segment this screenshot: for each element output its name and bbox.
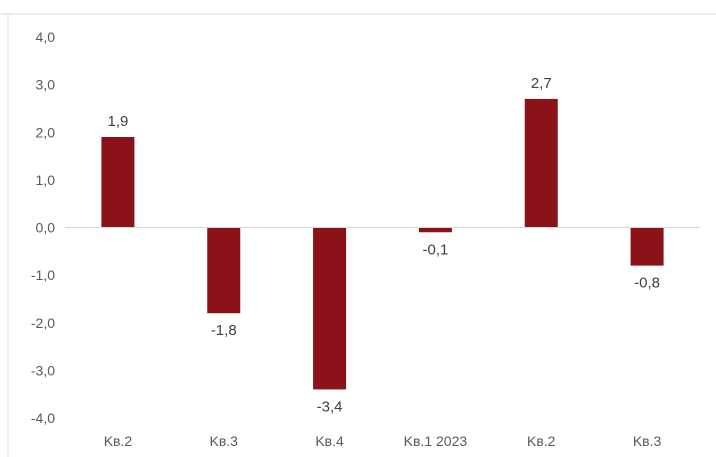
data-label: 1,9 [107,113,128,130]
x-tick-label: Kв.1 2023 [404,433,468,449]
bar [630,227,664,266]
data-labels: 1,9 -1,8 -3,4 -0,1 2,7 -0,8 [107,75,660,416]
data-label: -1,8 [211,322,237,339]
y-tick-label: -2,0 [31,315,55,331]
bar [524,98,558,228]
bar [207,227,241,314]
y-tick-label: 3,0 [36,77,56,93]
y-tick-label: 4,0 [36,29,56,45]
x-tick-label: Kв.2 [527,433,556,449]
y-tick-label: -4,0 [31,410,55,426]
x-tick-label: Kв.3 [210,433,239,449]
bar [313,227,347,390]
y-tick-label: -1,0 [31,267,55,283]
data-label: 2,7 [531,75,552,92]
x-tick-label: Kв.3 [633,433,662,449]
y-tick-label: 1,0 [36,172,56,188]
x-axis-ticks: Kв.2 Kв.3 Kв.4 Kв.1 2023 Kв.2 Kв.3 [104,433,662,449]
y-axis-ticks: 4,0 3,0 2,0 1,0 0,0 -1,0 -2,0 -3,0 -4,0 [31,29,55,426]
bar [418,227,452,233]
y-tick-label: 2,0 [36,124,56,140]
bar [101,137,135,228]
y-tick-label: -3,0 [31,362,55,378]
data-label: -0,8 [634,275,660,292]
x-tick-label: Kв.4 [315,433,344,449]
bars [101,98,664,390]
data-label: -0,1 [422,241,448,258]
y-tick-label: 0,0 [36,220,56,236]
data-label: -3,4 [317,398,343,415]
x-tick-label: Kв.2 [104,433,133,449]
